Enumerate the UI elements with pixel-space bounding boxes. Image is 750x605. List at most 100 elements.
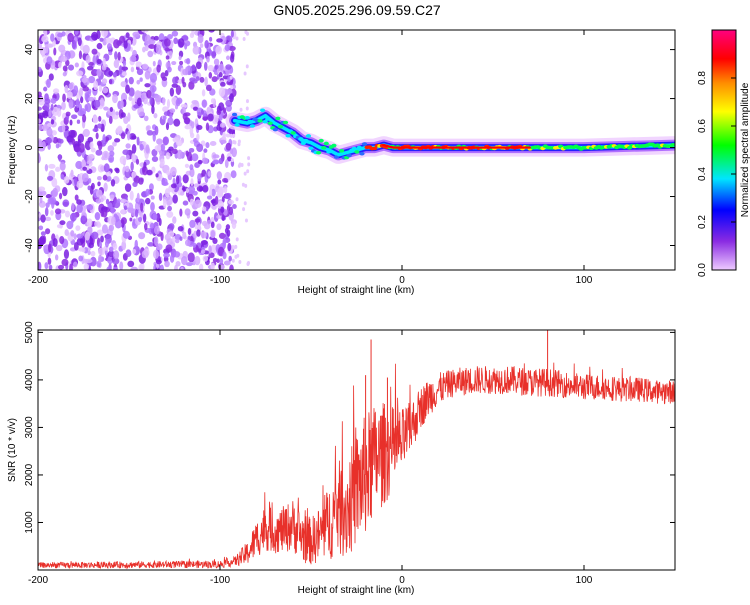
noise-blob (247, 156, 251, 161)
noise-blob (93, 99, 101, 108)
noise-blob (96, 42, 103, 50)
noise-blob (172, 216, 177, 224)
noise-blob (73, 85, 79, 95)
noise-blob (238, 260, 242, 265)
noise-blob (167, 205, 172, 212)
signal-blob (247, 119, 253, 124)
noise-blob (60, 55, 68, 63)
noise-blob (136, 192, 140, 203)
noise-blob (225, 55, 231, 61)
spectrogram-y-label: Frequency (Hz) (7, 116, 18, 185)
noise-blob (229, 75, 233, 80)
noise-blob (62, 71, 67, 77)
noise-blob (153, 113, 158, 119)
noise-blob (187, 227, 192, 235)
noise-blob (50, 119, 55, 125)
noise-blob (245, 64, 249, 69)
noise-blob (171, 148, 178, 155)
signal-blob (249, 124, 255, 128)
signal-blob (231, 112, 238, 117)
noise-blob (67, 32, 74, 43)
y-tick-label: -20 (24, 189, 35, 204)
noise-blob (102, 174, 108, 181)
signal-blob (354, 150, 360, 154)
noise-blob (211, 160, 220, 165)
noise-blob (159, 264, 165, 270)
spectrogram-panel: -200 -100 0 100 40 20 0 -20 -40 Height of strai… (7, 29, 676, 296)
noise-blob (156, 64, 161, 73)
noise-blob (139, 111, 146, 116)
noise-blob (209, 187, 213, 198)
noise-blob (194, 255, 201, 266)
noise-blob (227, 156, 232, 162)
noise-blob (201, 220, 208, 227)
noise-blob (70, 230, 75, 237)
noise-blob (112, 93, 118, 104)
noise-blob (85, 54, 91, 64)
noise-blob (169, 254, 175, 263)
x-tick-label: -100 (210, 575, 230, 586)
signal-blob (346, 153, 352, 158)
noise-blob (211, 76, 218, 83)
noise-blob (188, 147, 195, 153)
noise-blob (119, 155, 127, 165)
noise-blob (113, 250, 120, 260)
noise-blob (141, 94, 145, 103)
signal-blob (300, 141, 306, 146)
noise-blob (97, 141, 103, 151)
noise-blob (144, 70, 151, 80)
noise-blob (49, 196, 56, 205)
noise-blob (247, 162, 251, 167)
noise-blob (96, 229, 104, 236)
noise-blob (192, 242, 197, 248)
noise-blob (151, 149, 158, 157)
noise-blob (127, 112, 131, 122)
noise-blob (216, 223, 222, 231)
noise-blob (243, 171, 247, 176)
noise-blob (98, 241, 103, 248)
noise-blob (142, 213, 147, 223)
noise-blob (232, 139, 236, 144)
noise-blob (139, 143, 144, 151)
noise-blob (46, 43, 54, 48)
noise-blob (151, 105, 155, 115)
noise-blob (47, 257, 52, 265)
noise-blob (196, 143, 204, 153)
noise-blob (182, 174, 189, 184)
noise-blob (73, 233, 77, 240)
y-tick-label: 40 (24, 44, 35, 56)
noise-blob (119, 65, 123, 75)
noise-blob (177, 225, 184, 232)
noise-blob (223, 260, 231, 266)
noise-blob (192, 45, 200, 55)
colorbar-tick-label: 0.0 (697, 263, 708, 277)
noise-blob (200, 249, 206, 254)
noise-blob (227, 242, 232, 252)
noise-blob (147, 242, 155, 247)
noise-blob (38, 153, 41, 163)
signal-peak (527, 146, 532, 149)
noise-blob (45, 202, 50, 208)
noise-blob (48, 163, 56, 169)
x-tick-label: 0 (399, 575, 405, 586)
noise-blob (152, 213, 158, 221)
noise-blob (59, 220, 66, 226)
noise-blob (108, 79, 113, 85)
noise-blob (191, 153, 199, 162)
noise-blob (87, 185, 91, 191)
noise-blob (104, 239, 109, 248)
y-tick-label: 3000 (24, 416, 35, 439)
noise-blob (152, 249, 160, 259)
noise-blob (220, 35, 227, 45)
noise-blob (196, 124, 203, 131)
noise-blob (105, 198, 110, 205)
spectrogram-x-ticks: -200 -100 0 100 (28, 30, 593, 286)
signal-blob (331, 143, 337, 148)
noise-blob (184, 163, 190, 168)
noise-blob (225, 88, 233, 95)
noise-blob (225, 192, 232, 200)
noise-blob (204, 76, 208, 87)
noise-blob (150, 202, 155, 212)
noise-blob (207, 64, 214, 72)
